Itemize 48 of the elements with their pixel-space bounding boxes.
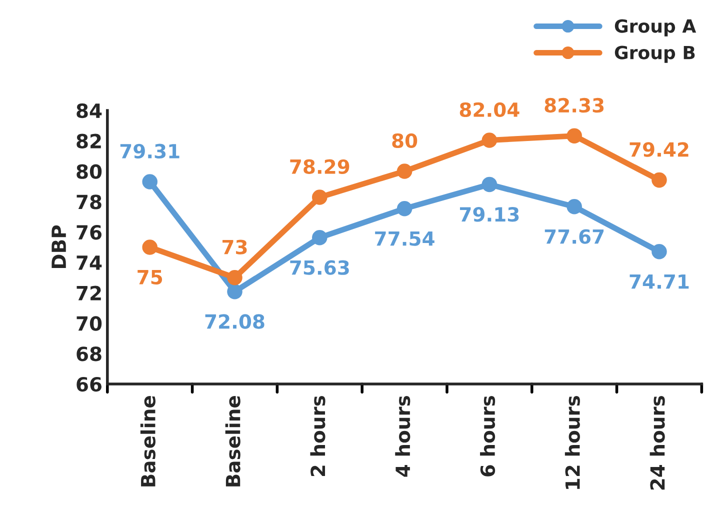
point	[566, 128, 582, 144]
data-label: 77.67	[544, 229, 604, 244]
x-tick-label: Baseline	[225, 396, 240, 486]
point	[652, 244, 667, 260]
y-tick-label: 82	[76, 134, 101, 149]
point	[227, 270, 242, 286]
data-label: 75	[138, 270, 162, 284]
data-label: 74.71	[630, 274, 689, 289]
legend-label: Group A	[614, 19, 696, 36]
point	[142, 174, 158, 190]
y-axis-title: DBP	[52, 225, 66, 268]
point	[142, 240, 158, 255]
point	[396, 164, 412, 179]
x-tick-label: 24 hours	[650, 396, 665, 490]
data-label: 75.63	[290, 260, 349, 275]
point	[652, 172, 667, 188]
x-tick-label: 4 hours	[395, 396, 410, 477]
data-label: 73	[222, 240, 247, 254]
x-tick-label: 2 hours	[310, 396, 326, 476]
point	[227, 284, 242, 300]
data-label: 79.13	[460, 207, 519, 222]
point	[396, 200, 412, 216]
data-label: 77.54	[375, 231, 434, 246]
y-tick-label: 78	[76, 194, 102, 210]
y-tick-label: 70	[76, 316, 102, 331]
y-tick-label: 80	[76, 164, 102, 179]
data-label: 82.33	[544, 98, 604, 113]
legend-label: Group B	[614, 46, 695, 63]
point	[566, 199, 582, 214]
point	[482, 176, 498, 192]
y-tick-label: 84	[76, 103, 102, 118]
x-tick-label: Baseline	[140, 396, 156, 486]
point	[312, 190, 328, 205]
y-tick-label: 76	[76, 225, 102, 240]
data-label: 79.42	[630, 142, 688, 157]
y-tick-label: 68	[76, 346, 102, 362]
y-tick-label: 72	[76, 286, 101, 300]
point	[482, 132, 498, 148]
y-tick-label: 66	[76, 376, 102, 392]
x-tick-label: 12 hours	[564, 396, 580, 489]
data-label: 80	[392, 133, 418, 148]
point	[312, 230, 328, 246]
y-tick-label: 74	[76, 256, 102, 270]
data-label: 72.08	[205, 314, 264, 329]
data-label: 82.04	[460, 102, 520, 118]
x-tick-label: 6 hours	[480, 396, 496, 476]
data-label: 78.29	[290, 159, 350, 174]
data-label: 79.31	[120, 144, 180, 159]
